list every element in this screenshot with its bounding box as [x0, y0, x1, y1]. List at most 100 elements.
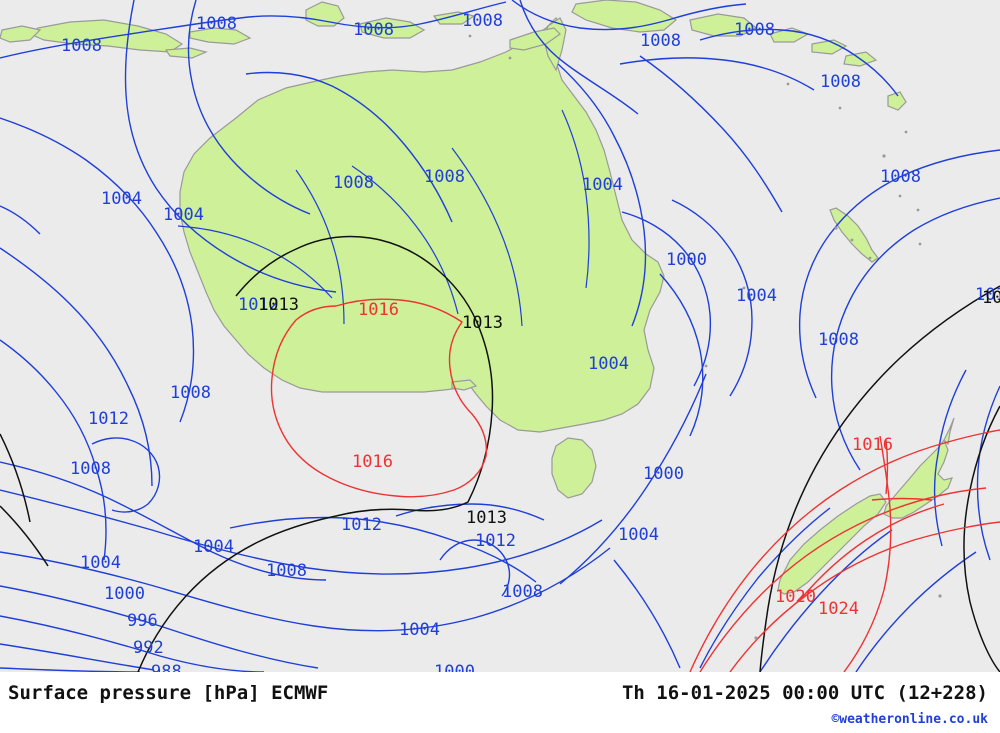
- isobar-nz-inner: [799, 503, 945, 601]
- isobar-label: 1008: [502, 582, 543, 602]
- isobar-label: 1013: [258, 295, 299, 315]
- isobar-label: 1004: [399, 620, 440, 640]
- isobar-label: 1008: [266, 561, 307, 581]
- island-dot: [742, 286, 746, 290]
- isobar-1004-s-b: [613, 559, 681, 669]
- river-a: [295, 169, 345, 325]
- isobar-label: 1012: [341, 515, 382, 535]
- isobar-label: 1008: [820, 72, 861, 92]
- island-dot: [508, 56, 512, 60]
- vanuatu-island: [887, 91, 907, 111]
- river-c: [451, 147, 523, 327]
- java-island: [0, 25, 42, 43]
- isobar-1008-top-a: [0, 1, 507, 59]
- tasmania: [551, 437, 597, 499]
- isobar-label: 1008: [734, 20, 775, 40]
- isobar-1008-top-c: [699, 28, 899, 97]
- isobar-label: 1008: [196, 14, 237, 34]
- map-graphics: [0, 0, 1000, 672]
- isobar-label: 1008: [333, 173, 374, 193]
- river-d: [177, 225, 333, 299]
- isobar-label: 1008: [818, 330, 859, 350]
- island-dot: [918, 242, 922, 246]
- isobar-1004-bot-r: [699, 507, 831, 669]
- aru-island: [509, 27, 561, 51]
- isobar-1013-left-b: [0, 505, 49, 567]
- isobar-label: 1008: [70, 459, 111, 479]
- isobar-1008-wa-s: [0, 117, 195, 423]
- isobar-label: 996: [127, 611, 158, 631]
- isobars-high-layer: [270, 298, 1000, 672]
- island-dot: [916, 208, 920, 212]
- isobar-1008-r2: [830, 197, 1000, 471]
- isobar-label: 1004: [736, 286, 777, 306]
- isobar-1008-s2: [559, 373, 707, 585]
- seram-island: [432, 11, 476, 25]
- footer-datetime: Th 16-01-2025 00:00 UTC (12+228): [621, 682, 988, 704]
- sumba-island: [164, 47, 208, 59]
- river-b: [351, 165, 459, 315]
- nz-south-island: [777, 493, 887, 595]
- isobar-996-s: [0, 615, 265, 672]
- isobar-1008-top-b: [511, 0, 747, 31]
- isobar-left-sq: [91, 437, 161, 513]
- kangaroo-island: [451, 379, 478, 391]
- isobar-label: 1008: [353, 20, 394, 40]
- island-dot: [838, 106, 842, 110]
- river-e: [561, 109, 590, 289]
- isobar-label: 1016: [852, 435, 893, 455]
- isobar-1004-tasman: [659, 273, 704, 437]
- river-layer: [177, 109, 590, 327]
- flores-island: [189, 27, 252, 45]
- solomon-islands-2: [811, 39, 848, 55]
- island-dot: [882, 154, 886, 158]
- isobar-label: 1008: [170, 383, 211, 403]
- landmass-layer: [0, 0, 955, 595]
- isobar-label: 1020: [775, 587, 816, 607]
- isobar-1008-top-d: [619, 57, 815, 91]
- isobar-1000-s: [0, 585, 319, 669]
- isobar-left-1004-a: [0, 205, 41, 235]
- isobar-label: 1000: [643, 464, 684, 484]
- isobar-1013-far-right: [963, 405, 1000, 672]
- isobar-1020-nz: [699, 487, 987, 672]
- isobar-1004-ne: [557, 63, 647, 327]
- isobar-1008-arc-r: [798, 149, 1000, 399]
- isobar-992-s: [0, 643, 155, 671]
- isobar-label: 1004: [163, 205, 204, 225]
- isobar-1004-bot-r2: [855, 551, 977, 672]
- isobar-1012-mid: [0, 461, 327, 581]
- isobar-label: 1013: [462, 313, 503, 333]
- island-dot: [904, 130, 908, 134]
- isobar-label: 1004: [101, 189, 142, 209]
- isobar-label: 1000: [104, 584, 145, 604]
- isobar-label: 1008: [880, 167, 921, 187]
- isobar-label: 1016: [352, 452, 393, 472]
- isobar-label: 1004: [588, 354, 629, 374]
- isobar-label: 1000: [434, 662, 475, 673]
- island-dot: [786, 82, 790, 86]
- isobar-label: 1008: [61, 36, 102, 56]
- isobar-1004-s: [0, 547, 611, 632]
- isobar-label: 1012: [238, 295, 279, 315]
- small-islands-layer: [468, 34, 942, 640]
- isobar-1016-oz: [270, 298, 488, 498]
- isobar-1016-nz: [689, 429, 1000, 672]
- isobar-1004-wa-arc: [124, 0, 337, 293]
- map-footer: Surface pressure [hPa] ECMWF Th 16-01-20…: [0, 672, 1000, 733]
- isobar-1024-nz: [729, 521, 1000, 672]
- isobar-1004-oz: [245, 71, 453, 223]
- isobar-label: 988: [151, 662, 182, 673]
- isobar-label: 1008: [462, 11, 503, 31]
- pressure-contour-map[interactable]: 1008 1008 1008 1008 1008 1008 1008 1008 1004 1004…: [0, 0, 1000, 672]
- isobar-label: 1004: [193, 537, 234, 557]
- isobar-1012-oz-s: [229, 516, 537, 583]
- island-dot: [898, 194, 902, 198]
- island-dot: [468, 34, 472, 38]
- isobar-1008-sea: [639, 55, 783, 213]
- new-caledonia: [829, 207, 879, 263]
- nz-northland-tip: [943, 417, 955, 446]
- isobar-nz-trace-b: [871, 497, 933, 501]
- isobar-label: 1024: [818, 599, 859, 619]
- isobar-1000-ne: [621, 211, 712, 387]
